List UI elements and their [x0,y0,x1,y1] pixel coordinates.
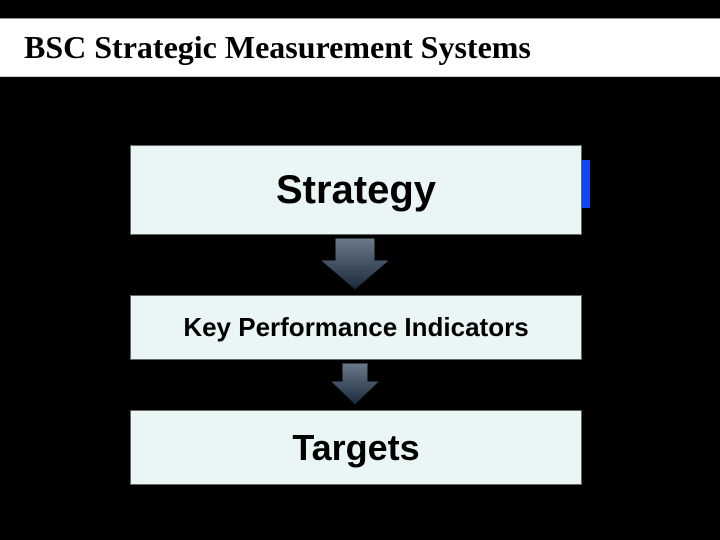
page-title: BSC Strategic Measurement Systems [24,29,720,66]
down-arrow-icon [330,363,380,405]
flowchart-node-strategy: Strategy [130,145,582,235]
node-label-targets: Targets [292,427,419,469]
arrow-kpi-to-targets [330,363,380,405]
node-label-kpi: Key Performance Indicators [183,312,528,343]
down-arrow-icon [320,238,390,290]
node-label-strategy: Strategy [276,168,436,213]
flowchart-node-kpi: Key Performance Indicators [130,295,582,360]
flowchart-node-targets: Targets [130,410,582,485]
title-bar: BSC Strategic Measurement Systems [0,18,720,77]
arrow-strategy-to-kpi [320,238,390,290]
